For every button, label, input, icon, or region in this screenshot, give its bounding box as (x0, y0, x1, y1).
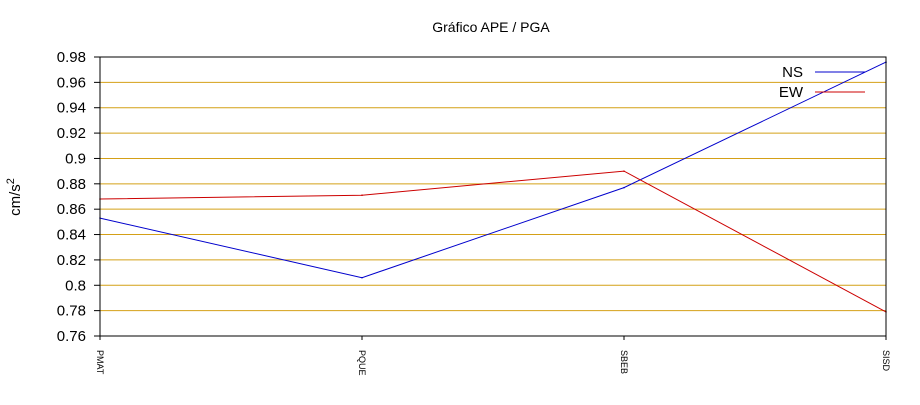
y-tick-label: 0.9 (65, 150, 86, 167)
plot-frame (99, 56, 887, 337)
legend-label-ns: NS (782, 64, 803, 81)
y-tick-label: 0.82 (57, 252, 86, 269)
y-axis-label-exponent: 2 (5, 178, 17, 184)
legend: NS EW (779, 64, 865, 101)
y-tick-label: 0.84 (57, 227, 86, 244)
y-tick-label: 0.78 (57, 303, 86, 320)
x-axis-ticks: PMAT PQUE SBEB SISD (95, 336, 891, 376)
y-tick-label: 0.98 (57, 49, 86, 66)
series-line-ew (99, 170, 887, 313)
data-point-ew (623, 170, 625, 172)
grid (100, 56, 886, 337)
x-tick-label: SISD (881, 350, 891, 372)
data-point-ns (361, 276, 363, 279)
y-axis-label: cm/s2 (5, 178, 24, 216)
series-line-ns (99, 61, 887, 279)
series (99, 61, 887, 313)
y-tick-label: 0.92 (57, 125, 86, 142)
y-tick-label: 0.94 (57, 100, 86, 117)
y-tick-label: 0.88 (57, 176, 86, 193)
y-tick-label: 0.96 (57, 74, 86, 91)
data-point-ns (623, 186, 625, 189)
y-axis-ticks: 0.76 0.78 0.8 0.82 0.84 0.86 0.88 0.9 0.92 0.94 0.… (57, 49, 100, 345)
y-tick-label: 0.86 (57, 201, 86, 218)
y-axis-label-unit: cm/s (7, 184, 24, 216)
chart-title: Gráfico APE / PGA (432, 19, 550, 35)
data-point-ew (361, 194, 363, 197)
y-tick-label: 0.76 (57, 328, 86, 345)
x-tick-label: SBEB (619, 350, 629, 374)
y-tick-label: 0.8 (65, 277, 86, 294)
x-tick-label: PQUE (357, 350, 367, 376)
legend-label-ew: EW (779, 84, 804, 101)
x-tick-label: PMAT (95, 350, 105, 375)
